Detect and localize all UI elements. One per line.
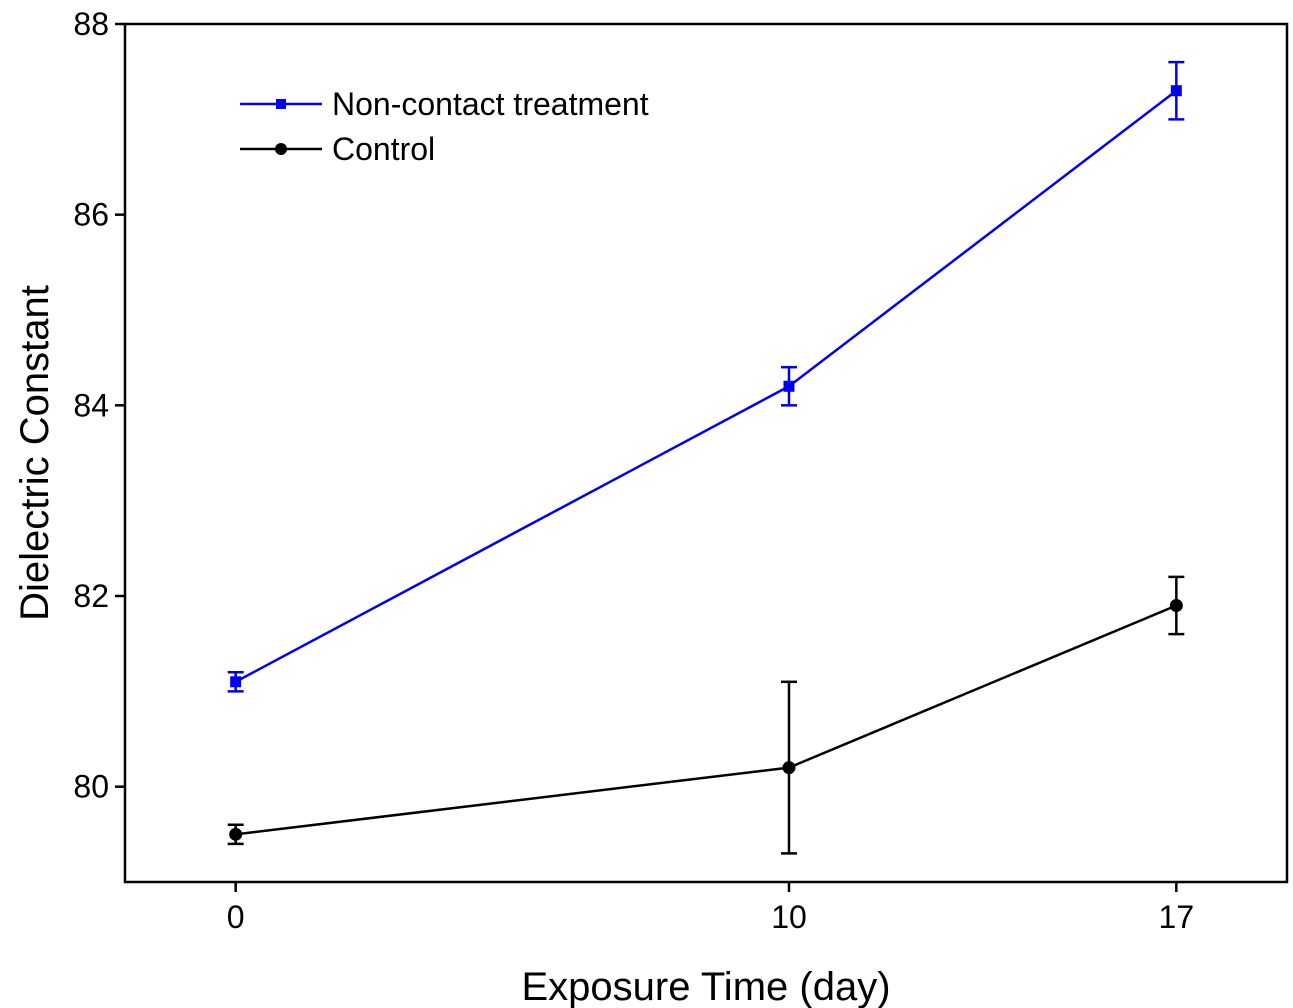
y-axis: 80 82 84 86 88: [73, 6, 125, 805]
y-tick-label: 88: [73, 6, 109, 42]
y-axis-title: Dielectric Constant: [13, 285, 57, 621]
y-tick-label: 86: [73, 197, 109, 233]
legend-label: Control: [332, 131, 435, 167]
y-tick-label: 80: [73, 769, 109, 805]
legend: Non-contact treatment Control: [240, 86, 649, 167]
y-tick-label: 84: [73, 387, 109, 423]
plot-frame: [123, 22, 1289, 884]
series-control: [227, 575, 1185, 855]
x-axis-title: Exposure Time (day): [521, 965, 890, 1008]
legend-marker: [276, 99, 286, 109]
x-axis: 0 10 17: [227, 882, 1194, 935]
x-tick-label: 10: [771, 899, 807, 935]
data-point: [782, 761, 796, 775]
series-non-contact-treatment: [227, 60, 1185, 693]
legend-marker: [275, 143, 287, 155]
series-line: [235, 604, 1177, 836]
data-point: [1170, 85, 1182, 97]
legend-label: Non-contact treatment: [332, 86, 649, 122]
y-tick-label: 82: [73, 578, 109, 614]
x-tick-label: 0: [227, 899, 245, 935]
x-tick-label: 17: [1159, 899, 1195, 935]
series-line: [235, 89, 1178, 683]
data-point: [1169, 599, 1183, 613]
data-point: [783, 380, 795, 392]
data-point: [229, 827, 243, 841]
data-point: [230, 676, 242, 688]
series-layer: [227, 60, 1185, 855]
